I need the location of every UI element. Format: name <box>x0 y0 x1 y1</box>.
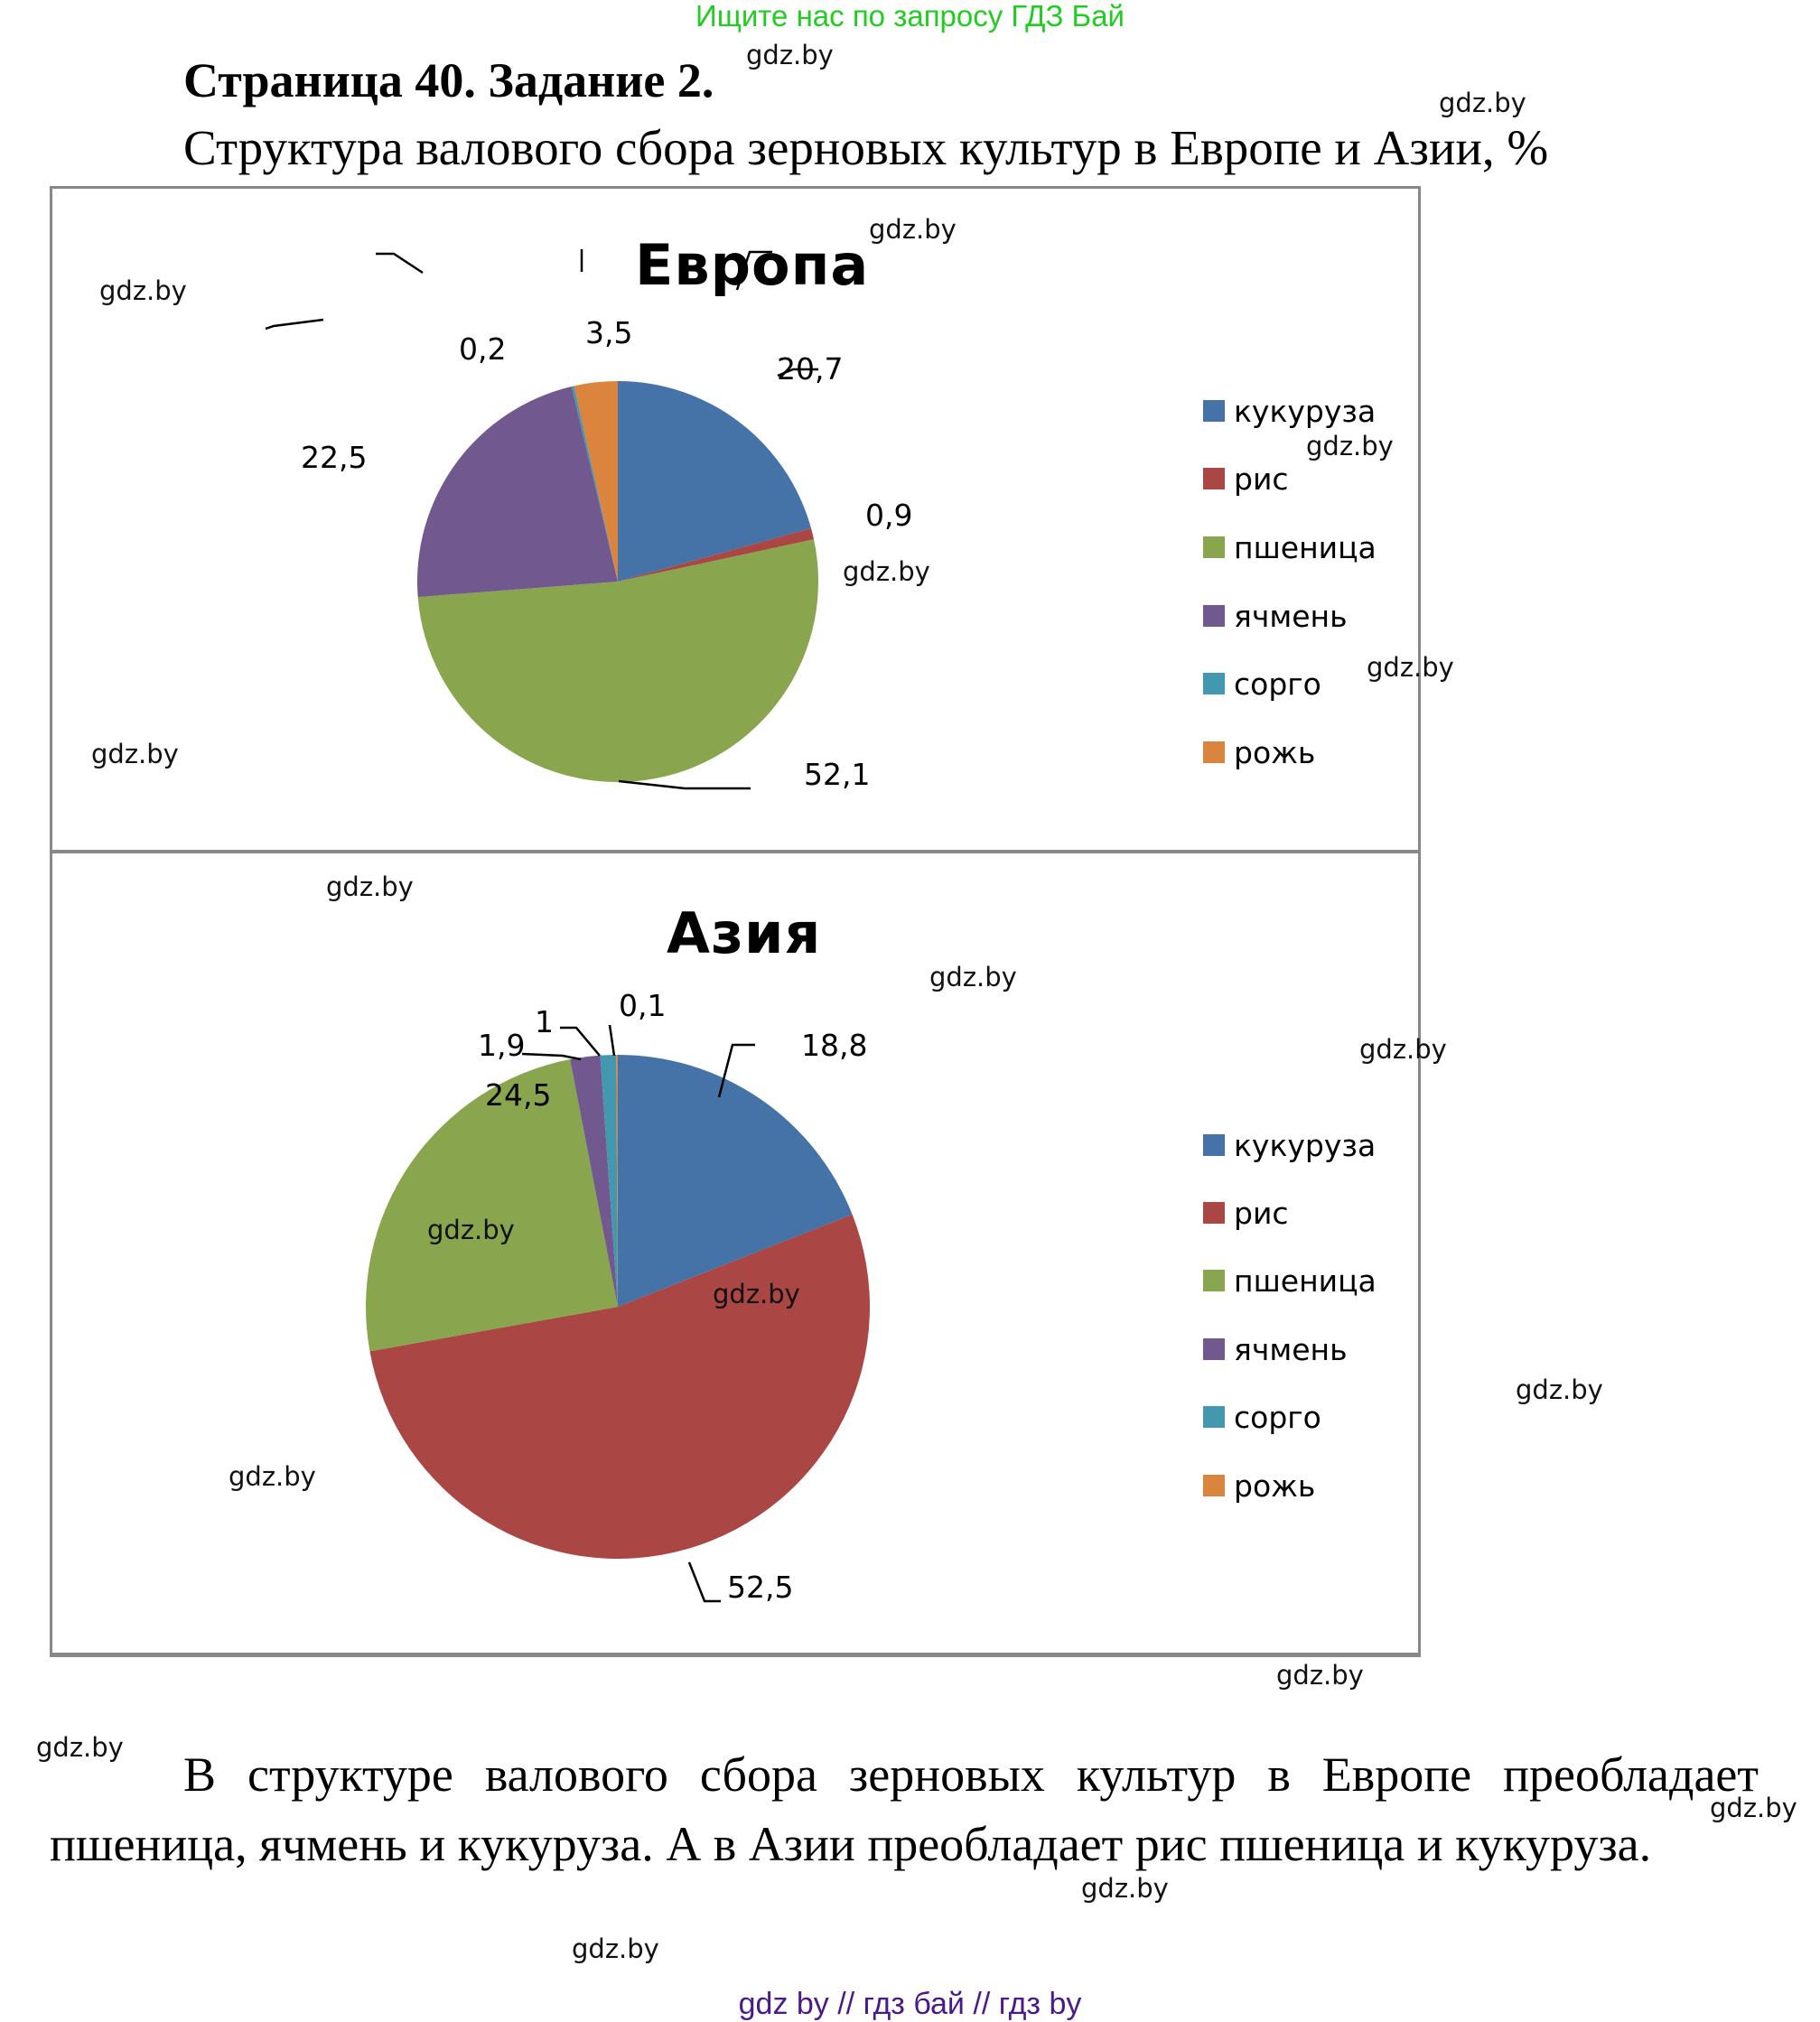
search-banner: Ищите нас по запросу ГДЗ Бай <box>695 0 1125 33</box>
watermark: gdz.by <box>1367 652 1454 683</box>
conclusion-paragraph: В структуре валового сбора зерновых куль… <box>50 1747 1759 1871</box>
swatch-icon <box>1203 1338 1225 1360</box>
legend-item-ris: рис <box>1203 1195 1289 1231</box>
legend-item-rozh: рожь <box>1203 734 1315 770</box>
watermark: gdz.by <box>929 962 1017 992</box>
swatch-icon <box>1203 1270 1225 1291</box>
watermark: gdz.by <box>843 556 930 587</box>
swatch-icon <box>1203 741 1225 763</box>
data-label-ris: 52,5 <box>727 1570 794 1605</box>
pie-slice-0 <box>618 381 812 582</box>
swatch-icon <box>1203 1406 1225 1428</box>
chart-title-asia: Азия <box>667 900 822 966</box>
pie-slice-0 <box>618 1055 853 1307</box>
leader-line <box>687 1561 721 1603</box>
pie-slice-3 <box>417 386 618 598</box>
chart-asia: Азия 0,1 1 1,9 18,8 24,5 52,5 кукуруза р… <box>50 853 1421 1657</box>
pie-slice-4 <box>600 1055 618 1307</box>
chart-title-europe: Европа <box>635 232 870 298</box>
leader-line <box>265 318 324 331</box>
swatch-icon <box>1203 400 1225 422</box>
watermark: gdz.by <box>1516 1374 1603 1405</box>
legend-item-kukuruza: кукуруза <box>1203 393 1376 429</box>
watermark: gdz.by <box>1276 1660 1364 1691</box>
watermark: gdz.by <box>1710 1793 1797 1823</box>
data-label-kukuruza: 18,8 <box>801 1028 868 1063</box>
legend-item-yachmen: ячмень <box>1203 1331 1348 1367</box>
leader-line <box>521 1052 582 1061</box>
watermark: gdz.by <box>36 1732 124 1763</box>
watermark: gdz.by <box>1306 431 1394 461</box>
legend-item-yachmen: ячмень <box>1203 598 1348 634</box>
swatch-icon <box>1203 1134 1225 1156</box>
watermark: gdz.by <box>572 1933 659 1964</box>
pie-slice-5 <box>574 381 618 582</box>
pie-slice-1 <box>369 1214 871 1559</box>
pie-asia <box>366 1024 871 1603</box>
footer-links[interactable]: gdz by // гдз бай // гдз by <box>738 1987 1082 2021</box>
watermark: gdz.by <box>1439 88 1526 118</box>
legend-item-ris: рис <box>1203 461 1289 497</box>
legend-item-sorgo: сорго <box>1203 1399 1321 1435</box>
watermark: gdz.by <box>869 214 957 245</box>
watermark: gdz.by <box>99 275 187 306</box>
data-label-pshenitsa: 52,1 <box>804 757 871 792</box>
data-label-yachmen: 22,5 <box>301 440 368 475</box>
pie-slice-3 <box>570 1055 618 1307</box>
watermark: gdz.by <box>1081 1873 1169 1904</box>
watermark: gdz.by <box>746 40 834 70</box>
pie-slice-4 <box>571 386 618 582</box>
chart-europe: Европа 3,5 0,2 20,7 22,5 0,9 52,1 кукуру… <box>50 186 1421 854</box>
watermark: gdz.by <box>713 1279 800 1309</box>
watermark: gdz.by <box>1359 1034 1447 1065</box>
leader-line <box>560 1026 601 1057</box>
leader-line <box>376 252 424 275</box>
legend-item-pshenitsa: пшеница <box>1203 1263 1377 1299</box>
watermark: gdz.by <box>91 739 179 769</box>
watermark: gdz.by <box>326 871 414 902</box>
pie-slice-5 <box>616 1055 618 1307</box>
legend-item-rozh: рожь <box>1203 1468 1315 1504</box>
watermark: gdz.by <box>427 1215 515 1245</box>
swatch-icon <box>1203 605 1225 627</box>
leader-line <box>717 1043 755 1098</box>
data-label-yachmen: 1,9 <box>478 1028 526 1063</box>
leader-line <box>618 779 751 790</box>
leader-line <box>735 250 772 291</box>
data-label-pshenitsa: 24,5 <box>485 1077 552 1113</box>
legend-item-kukuruza: кукуруза <box>1203 1127 1376 1163</box>
chart-subtitle: Структура валового сбора зерновых культу… <box>183 120 1549 175</box>
pie-slice-1 <box>618 528 815 582</box>
swatch-icon <box>1203 673 1225 694</box>
legend-item-sorgo: сорго <box>1203 666 1321 702</box>
page-title: Страница 40. Задание 2. <box>183 53 714 107</box>
legend-item-pshenitsa: пшеница <box>1203 529 1377 565</box>
leader-line <box>608 1024 616 1057</box>
swatch-icon <box>1203 536 1225 558</box>
data-label-sorgo: 0,2 <box>459 331 507 367</box>
swatch-icon <box>1203 468 1225 489</box>
data-label-ris: 0,9 <box>865 498 913 533</box>
data-label-sorgo: 1 <box>535 1004 554 1039</box>
pie-europe <box>265 249 818 790</box>
pie-slice-2 <box>417 539 818 782</box>
swatch-icon <box>1203 1475 1225 1496</box>
data-label-rozh: 0,1 <box>619 988 667 1023</box>
data-label-rozh: 3,5 <box>585 315 633 350</box>
swatch-icon <box>1203 1202 1225 1224</box>
data-label-kukuruza: 20,7 <box>777 351 844 387</box>
leader-line <box>777 368 818 377</box>
pie-slice-2 <box>366 1059 618 1352</box>
watermark: gdz.by <box>229 1461 316 1492</box>
